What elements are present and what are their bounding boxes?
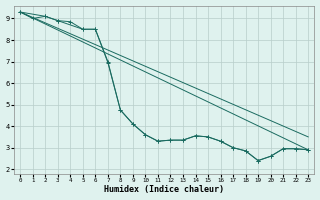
X-axis label: Humidex (Indice chaleur): Humidex (Indice chaleur) [104,185,224,194]
